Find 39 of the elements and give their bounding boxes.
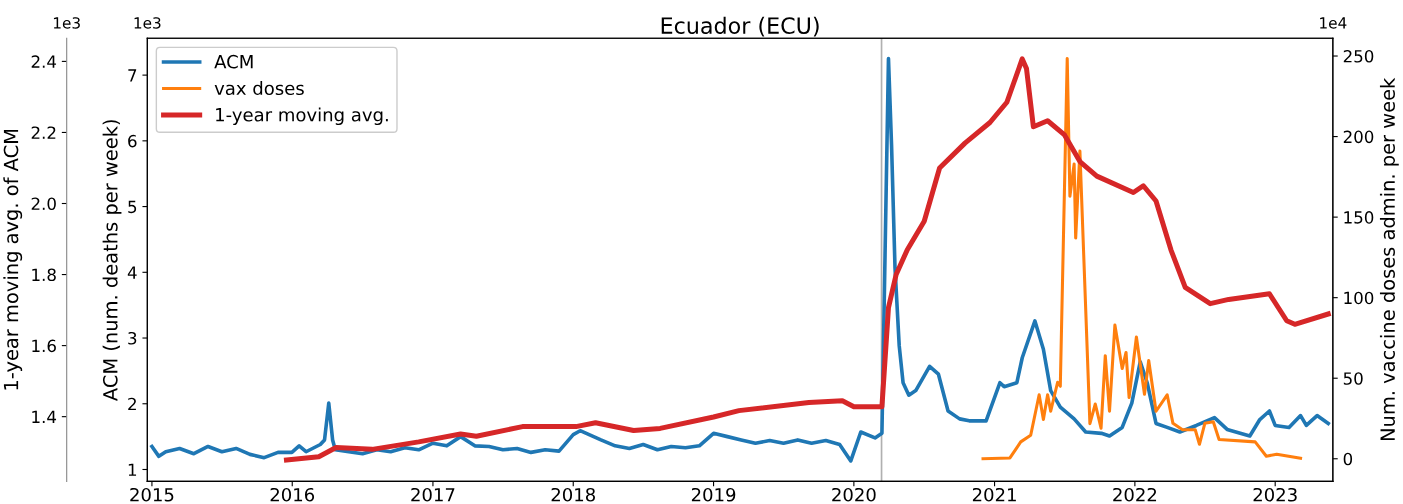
y-tick-label: 7	[128, 69, 137, 82]
y2-axis-title: Num. vaccine doses admin. per week	[1379, 77, 1399, 441]
y3-tick-label: 2.0	[31, 197, 56, 211]
legend-label: 1-year moving avg.	[216, 107, 388, 126]
y3-tick-label: 1.4	[32, 410, 57, 423]
y-tick-label: 5	[128, 200, 137, 214]
y2-tick-label: 250	[1343, 49, 1374, 63]
chart-title: Ecuador (ECU)	[661, 16, 819, 37]
y3-tick-label: 1.6	[32, 339, 56, 353]
line-series	[981, 56, 1303, 461]
y-tick-label: 2	[128, 397, 136, 411]
y2-tick-label: 150	[1344, 211, 1374, 224]
legend-label: ACM	[214, 54, 253, 69]
y-tick-label: 1	[128, 463, 137, 476]
x-tick-label: 2015	[130, 487, 174, 502]
y-tick-label: 6	[128, 134, 137, 148]
y3-tick-label: 2.2	[31, 126, 56, 139]
x-tick-label: 2016	[270, 487, 315, 502]
y3-axis-title: 1-year moving avg. of ACM	[3, 129, 23, 390]
text: 1e3	[134, 17, 161, 29]
y2-tick-label: 50	[1343, 372, 1363, 385]
y3-tick-label: 1.8	[32, 268, 56, 282]
x-tick-label: 2021	[972, 487, 1016, 502]
text: 1e4	[1320, 17, 1347, 29]
x-tick-label: 2017	[411, 487, 455, 502]
text: 1e3	[53, 17, 80, 29]
y2-tick-label: 100	[1344, 291, 1374, 305]
y2-tick-label: 200	[1343, 130, 1374, 144]
x-tick-label: 2020	[832, 487, 876, 502]
x-tick-label: 2019	[691, 487, 736, 502]
x-tick-label: 2022	[1113, 487, 1157, 502]
x-tick-label: 2023	[1253, 487, 1297, 502]
legend-label: vax doses	[214, 81, 304, 96]
x-tick-label: 2018	[551, 487, 595, 502]
y2-tick-label: 0	[1343, 452, 1353, 466]
y-axis-title: ACM (num. deaths per week)	[102, 120, 122, 401]
y-tick-label: 3	[128, 331, 137, 345]
y-tick-label: 4	[127, 266, 137, 279]
y3-tick-label: 2.4	[31, 55, 57, 68]
